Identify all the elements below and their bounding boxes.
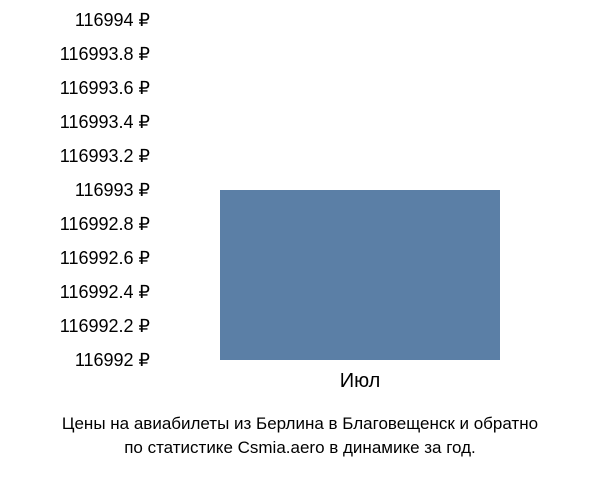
y-tick-label: 116992.4 ₽ <box>60 283 150 301</box>
caption-line1: Цены на авиабилеты из Берлина в Благовещ… <box>62 414 538 433</box>
y-axis: 116994 ₽116993.8 ₽116993.6 ₽116993.4 ₽11… <box>20 20 150 360</box>
y-tick-label: 116992 ₽ <box>75 351 150 369</box>
bar <box>220 190 500 360</box>
y-tick-label: 116993.8 ₽ <box>60 45 150 63</box>
y-tick-label: 116992.8 ₽ <box>60 215 150 233</box>
caption-line2: по статистике Csmia.aero в динамике за г… <box>124 438 476 457</box>
y-tick-label: 116993 ₽ <box>75 181 150 199</box>
y-tick-label: 116992.6 ₽ <box>60 249 150 267</box>
x-axis-label: Июл <box>220 370 500 393</box>
chart-caption: Цены на авиабилеты из Берлина в Благовещ… <box>0 412 600 460</box>
y-tick-label: 116993.6 ₽ <box>60 79 150 97</box>
y-tick-label: 116993.4 ₽ <box>60 113 150 131</box>
chart-container: 116994 ₽116993.8 ₽116993.6 ₽116993.4 ₽11… <box>20 20 580 400</box>
y-tick-label: 116992.2 ₽ <box>60 317 150 335</box>
y-tick-label: 116993.2 ₽ <box>60 147 150 165</box>
plot-area: Июл <box>160 20 580 360</box>
y-tick-label: 116994 ₽ <box>75 11 150 29</box>
